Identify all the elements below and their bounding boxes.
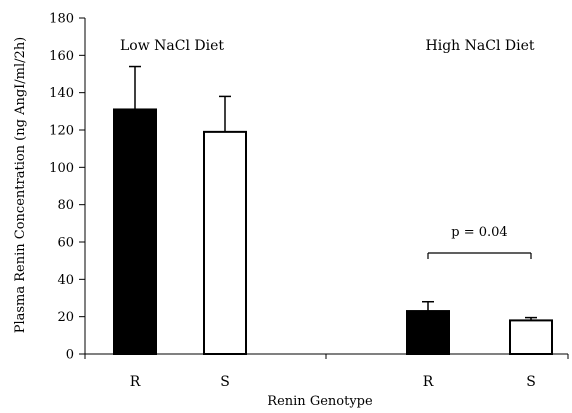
p-value-label: p = 0.04 xyxy=(451,225,507,240)
x-axis-title: Renin Genotype xyxy=(267,394,373,409)
group-label: Low NaCl Diet xyxy=(120,38,224,54)
bars xyxy=(113,65,553,356)
category-label: S xyxy=(526,374,536,390)
x-axis xyxy=(84,353,569,359)
y-tick-label: 60 xyxy=(57,236,74,251)
y-tick-label: 40 xyxy=(57,273,74,288)
y-tick-label: 140 xyxy=(49,86,74,101)
y-tick-label: 100 xyxy=(49,161,74,176)
bar-s-low-nacl xyxy=(203,130,247,355)
labels: R S Low NaCl Diet R S High NaCl Diet p = 0.04 xyxy=(120,38,536,390)
y-tick-label: 180 xyxy=(49,12,74,27)
category-label: R xyxy=(423,374,434,390)
y-axis-title: Plasma Renin Concentration (ng AngI/ml/2… xyxy=(13,37,28,334)
category-label: S xyxy=(220,374,230,390)
y-axis: 0 20 40 60 80 100 120 140 160 180 xyxy=(49,12,86,363)
bar-r-high-nacl xyxy=(406,310,450,356)
category-label: R xyxy=(130,374,141,390)
bar-s-high-nacl xyxy=(509,319,553,355)
bar-r-low-nacl xyxy=(113,108,157,356)
group-label: High NaCl Diet xyxy=(426,38,535,54)
y-tick-label: 160 xyxy=(49,49,74,64)
y-tick-label: 0 xyxy=(66,348,74,363)
y-tick-label: 80 xyxy=(57,198,74,213)
y-tick-label: 120 xyxy=(49,124,74,139)
y-tick-label: 20 xyxy=(57,310,74,325)
